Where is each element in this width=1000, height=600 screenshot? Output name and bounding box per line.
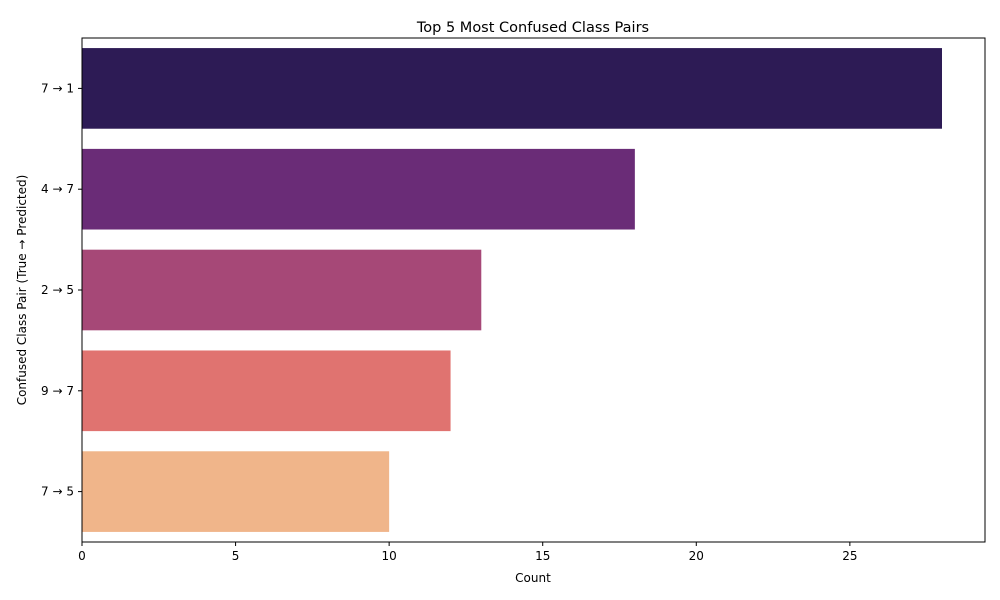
- y-axis-label: Confused Class Pair (True → Predicted): [15, 175, 29, 406]
- bar-3: [82, 350, 451, 432]
- bar-1: [82, 148, 635, 230]
- bar-0: [82, 48, 942, 129]
- y-tick-label: 2 → 5: [41, 283, 74, 297]
- x-tick-label: 0: [78, 549, 86, 563]
- y-tick-label: 7 → 5: [41, 485, 74, 499]
- bar-4: [82, 451, 390, 532]
- y-axis-ticks: 7 → 1 4 → 7 2 → 5 9 → 7 7 → 5: [41, 81, 82, 499]
- y-tick-label: 9 → 7: [41, 384, 74, 398]
- x-tick-label: 25: [842, 549, 857, 563]
- x-axis-label: Count: [515, 571, 551, 585]
- y-tick-label: 4 → 7: [41, 182, 74, 196]
- y-tick-label: 7 → 1: [41, 81, 74, 95]
- x-tick-label: 5: [232, 549, 240, 563]
- plot-frame: [81, 37, 986, 543]
- x-tick-label: 20: [689, 549, 704, 563]
- x-tick-label: 10: [382, 549, 397, 563]
- x-tick-label: 15: [535, 549, 550, 563]
- chart-title: Top 5 Most Confused Class Pairs: [416, 20, 649, 36]
- x-axis-ticks: 0 5 10 15 20 25: [78, 542, 857, 563]
- bar-2: [82, 249, 482, 331]
- bars: [82, 48, 942, 532]
